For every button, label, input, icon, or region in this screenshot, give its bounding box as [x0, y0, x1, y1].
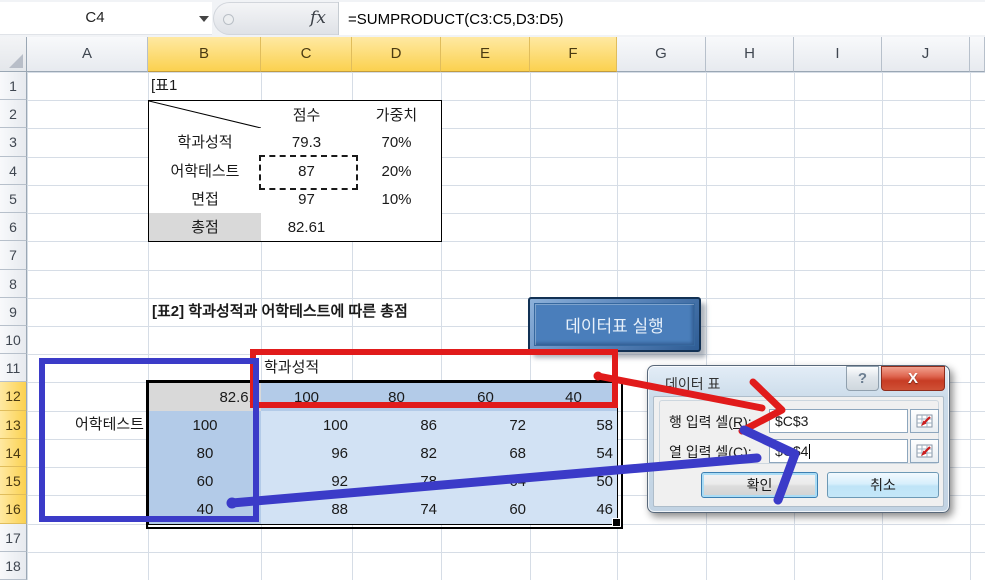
formula-bar: C4 fx =SUMPRODUCT(C3:C5,D3:D5) — [0, 0, 985, 37]
formula-text: =SUMPRODUCT(C3:C5,D3:D5) — [348, 11, 564, 28]
run-data-table-button-label: 데이터표 실행 — [534, 303, 695, 346]
row-header-9[interactable]: 9 — [0, 297, 27, 326]
row-header-4[interactable]: 4 — [0, 156, 27, 185]
table1-score-cell[interactable]: 79.3 — [261, 128, 353, 158]
fill-handle[interactable] — [612, 518, 621, 527]
column-header-J[interactable]: J — [882, 37, 970, 72]
column-header-E[interactable]: E — [441, 37, 530, 72]
name-box-value: C4 — [85, 9, 105, 26]
row-header-14[interactable]: 14 — [0, 438, 27, 468]
column-header-D[interactable]: D — [352, 37, 441, 72]
column-header-A[interactable]: A — [27, 37, 148, 72]
row-header-1[interactable]: 1 — [0, 72, 27, 101]
table1-weight-cell[interactable]: 10% — [352, 184, 442, 215]
gridline-horizontal — [27, 72, 985, 73]
name-box-dropdown-icon[interactable] — [199, 16, 209, 22]
row-header-8[interactable]: 8 — [0, 269, 27, 298]
column-header-B[interactable]: B — [148, 37, 261, 72]
table2-corner-cell[interactable]: 82.61 — [148, 382, 262, 412]
table1-row-label[interactable]: 총점 — [148, 213, 262, 243]
gridline-horizontal — [27, 213, 985, 215]
table2-col-axis-label: 어학테스트 — [74, 416, 144, 433]
table1-row-label[interactable]: 어학테스트 — [148, 156, 262, 186]
gridline-horizontal — [27, 551, 985, 553]
table1-weight-cell[interactable]: 70% — [352, 128, 442, 158]
column-header-G[interactable]: G — [617, 37, 706, 72]
dialog-close-button[interactable]: X — [881, 366, 945, 391]
col-input-cell-field[interactable]: $C$4 — [769, 439, 908, 463]
column-header-C[interactable]: C — [261, 37, 352, 72]
table2-data-cell[interactable]: 72 — [441, 410, 531, 440]
table1-tag: [표1 — [151, 77, 178, 94]
table1-header-cell[interactable]: 점수 — [261, 100, 353, 130]
row-header-12[interactable]: 12 — [0, 382, 27, 411]
table2-row-axis-label: 학과성적 — [264, 359, 320, 376]
col-input-collapse-button[interactable] — [910, 439, 939, 463]
gridline-horizontal — [27, 241, 985, 243]
row-header-2[interactable]: 2 — [0, 100, 27, 129]
row-header-13[interactable]: 13 — [0, 410, 27, 439]
row-header-18[interactable]: 18 — [0, 551, 27, 580]
row-header-3[interactable]: 3 — [0, 128, 27, 157]
row-header-11[interactable]: 11 — [0, 354, 27, 383]
run-data-table-button[interactable]: 데이터표 실행 — [528, 297, 701, 352]
formula-bar-divider — [213, 2, 338, 35]
gridline-horizontal — [27, 128, 985, 130]
blue-annotation-box — [39, 358, 259, 522]
text-cursor — [809, 444, 811, 459]
column-header-F[interactable]: F — [530, 37, 617, 72]
cancel-button[interactable]: 취소 — [827, 472, 939, 498]
table1-diagonal-cell[interactable] — [148, 100, 262, 130]
gridline-horizontal — [27, 184, 985, 186]
table2-data-cell[interactable]: 58 — [530, 410, 618, 440]
row-input-cell-field[interactable]: $C$3 — [769, 409, 908, 433]
dialog-title: 데이터 표 — [665, 376, 721, 392]
row-header-16[interactable]: 16 — [0, 495, 27, 524]
refedit-icon — [916, 444, 932, 458]
row-header-7[interactable]: 7 — [0, 241, 27, 270]
gridline-horizontal — [27, 326, 985, 327]
select-all-triangle-icon — [9, 54, 23, 68]
table1-weight-cell[interactable] — [352, 213, 442, 243]
gridline-horizontal — [27, 100, 985, 102]
gridline-horizontal — [27, 156, 985, 158]
row-header-10[interactable]: 10 — [0, 326, 27, 355]
select-all-corner[interactable] — [0, 37, 27, 72]
ok-button[interactable]: 확인 — [701, 472, 818, 498]
table1-row-label[interactable]: 학과성적 — [148, 128, 262, 158]
table1-row-label[interactable]: 면접 — [148, 184, 262, 215]
insert-function-icon[interactable]: fx — [310, 8, 326, 28]
row-header-15[interactable]: 15 — [0, 467, 27, 496]
table1-weight-cell[interactable]: 20% — [352, 156, 442, 186]
column-header-stub — [970, 37, 985, 72]
row-header-5[interactable]: 5 — [0, 184, 27, 214]
expand-formula-bar-icon[interactable] — [223, 14, 234, 25]
table2-row-header-cell[interactable]: 100 — [148, 410, 262, 440]
row-input-collapse-button[interactable] — [910, 409, 939, 433]
formula-input[interactable]: =SUMPRODUCT(C3:C5,D3:D5) — [338, 2, 985, 35]
row-input-label: 행 입력 셀(R): — [669, 414, 752, 430]
column-header-I[interactable]: I — [794, 37, 882, 72]
table2-data-cell[interactable]: 100 — [261, 410, 353, 440]
red-annotation-box — [250, 349, 618, 408]
gridline-horizontal — [27, 297, 985, 299]
row-header-17[interactable]: 17 — [0, 523, 27, 552]
row-header-6[interactable]: 6 — [0, 213, 27, 242]
gridline-horizontal — [27, 269, 985, 271]
table1-score-cell[interactable]: 82.61 — [261, 213, 353, 243]
table2-title: [표2] 학과성적과 어학테스트에 따른 총점 — [152, 303, 408, 320]
active-cell-marquee-C4 — [259, 155, 358, 190]
column-header-H[interactable]: H — [706, 37, 794, 72]
table1-header-cell[interactable]: 가중치 — [352, 100, 442, 130]
dialog-help-button[interactable]: ? — [846, 366, 879, 391]
refedit-icon — [916, 414, 932, 428]
col-input-label: 열 입력 셀(C): — [669, 444, 752, 460]
name-box[interactable]: C4 — [0, 2, 212, 35]
data-table-dialog: 데이터 표 ? X 행 입력 셀(R): $C$3 열 입력 셀(C): — [647, 365, 950, 513]
